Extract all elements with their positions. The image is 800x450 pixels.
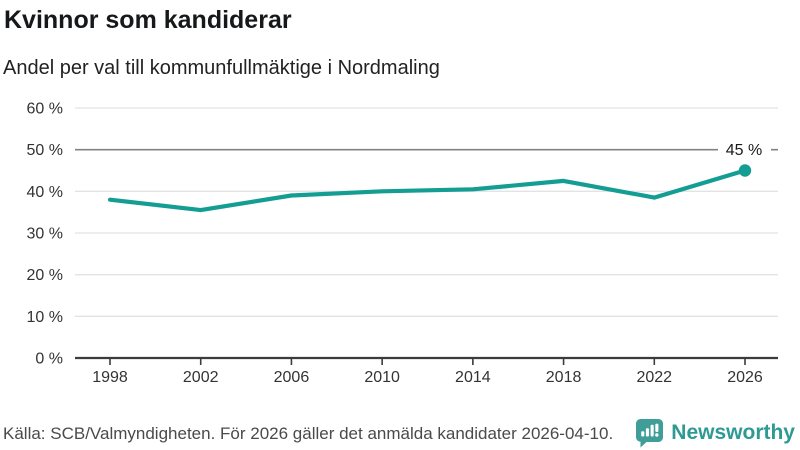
newsworthy-logo: Newsworthy [635, 417, 795, 449]
svg-text:20 %: 20 % [27, 267, 63, 284]
svg-text:2018: 2018 [546, 369, 582, 386]
svg-text:40 %: 40 % [27, 184, 63, 201]
svg-text:2002: 2002 [183, 369, 219, 386]
svg-text:30 %: 30 % [27, 226, 63, 243]
svg-text:1998: 1998 [92, 369, 128, 386]
source-note: Källa: SCB/Valmyndigheten. För 2026 gäll… [3, 424, 614, 443]
svg-text:2006: 2006 [274, 369, 310, 386]
chart-title: Kvinnor som kandiderar [4, 6, 292, 34]
svg-text:10 %: 10 % [27, 309, 63, 326]
svg-text:50 %: 50 % [27, 142, 63, 159]
svg-text:45 %: 45 % [726, 142, 762, 159]
svg-text:60 %: 60 % [27, 101, 63, 118]
svg-text:0 %: 0 % [35, 351, 63, 368]
chart-subtitle: Andel per val till kommunfullmäktige i N… [3, 57, 440, 79]
bar-chart-speech-bubble-icon [635, 418, 664, 448]
svg-text:2022: 2022 [636, 369, 672, 386]
svg-text:2014: 2014 [455, 369, 491, 386]
svg-text:2026: 2026 [727, 369, 763, 386]
brand-name: Newsworthy [671, 421, 795, 444]
svg-text:2010: 2010 [364, 369, 400, 386]
